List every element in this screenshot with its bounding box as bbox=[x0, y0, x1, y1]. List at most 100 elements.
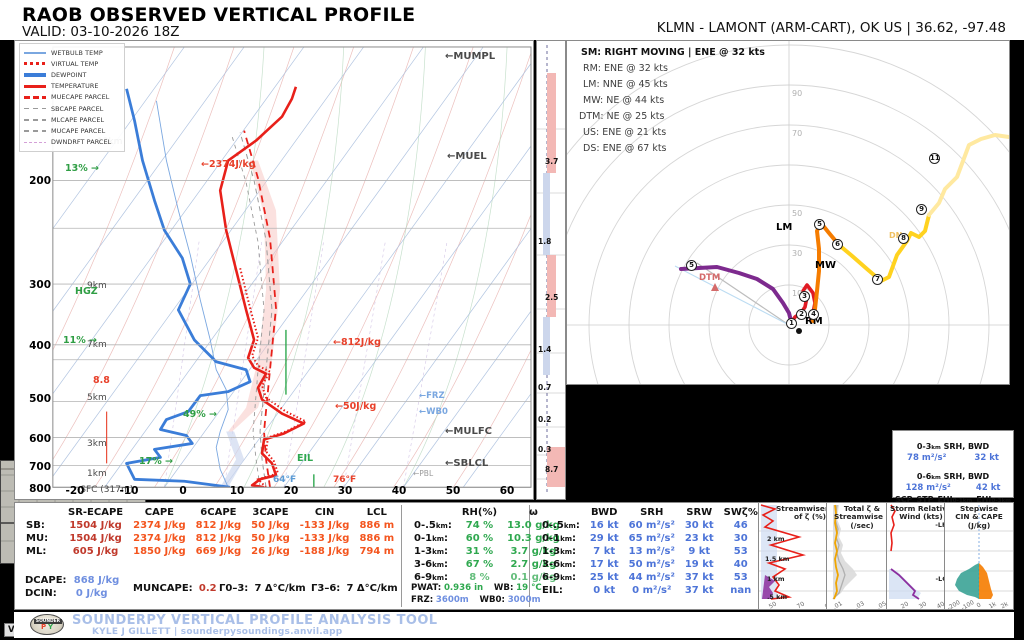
srh-0-6-value: 128 m²/s² bbox=[905, 483, 951, 493]
pressure-tick-500: 500 bbox=[29, 393, 51, 405]
height-label-sfc: -SFC (317m) bbox=[77, 485, 134, 495]
divider-2 bbox=[529, 505, 530, 607]
storm-motion-rm: RM: ENE @ 32 kts bbox=[583, 63, 668, 74]
level-label-pbl: ←PBL bbox=[413, 469, 434, 478]
th-cape: CAPE bbox=[144, 507, 174, 518]
hodo-label-rm: RM bbox=[805, 316, 823, 327]
frz-value: 3600m bbox=[435, 595, 469, 605]
mu-cape: 2374 J/kg bbox=[133, 533, 186, 544]
moist-w-4: 0.1 g/kg bbox=[510, 572, 557, 583]
kin-srh-eil: 0 m²/s² bbox=[632, 585, 672, 596]
lapse-0-3-row: Γ0–3: 7 Δ°C/km bbox=[219, 583, 306, 594]
moist-rh-3: 67 % bbox=[465, 559, 494, 570]
dcape-row: DCAPE: 868 J/kg bbox=[25, 575, 119, 586]
moist-row-label-1: 0-1km: bbox=[414, 533, 449, 544]
ehi-01-label: EHI0-1km bbox=[937, 495, 973, 504]
table-row: 6-9km: 8 % 0.1 g/kg bbox=[409, 571, 565, 584]
th-sr-ecape: SR-ECAPE bbox=[68, 507, 124, 518]
kin-row-label-eil: EIL: bbox=[542, 585, 563, 596]
stepwise-svg bbox=[945, 503, 1013, 609]
legend-row: DEWPOINT bbox=[23, 69, 121, 80]
hodo-point-6: 6 bbox=[832, 239, 843, 250]
legend-label: DWNDRFT PARCEL bbox=[51, 138, 112, 147]
moist-row-label-4: 6-9km: bbox=[414, 572, 449, 583]
hodo-point-3: 3 bbox=[799, 291, 810, 302]
kin-bwd-4: 25 kt bbox=[589, 572, 619, 583]
kin-srw-2: 9 kt bbox=[688, 546, 711, 557]
rh-label-49: 49% → bbox=[183, 409, 218, 420]
legend-row: TEMPERATURE bbox=[23, 81, 121, 92]
hodo-point-4: 4 bbox=[808, 309, 819, 320]
hodo-ring-90: 90 bbox=[792, 89, 803, 98]
kin-srw-eil: 37 kt bbox=[684, 585, 714, 596]
temp-tick-40: 40 bbox=[391, 485, 407, 497]
th-srh: SRH bbox=[640, 507, 664, 518]
storm-motion-lm: LM: NNE @ 45 kts bbox=[583, 79, 668, 90]
rh-label-11: 11% → bbox=[63, 335, 98, 346]
th-bwd: BWD bbox=[591, 507, 618, 518]
skewt-log-p-diagram[interactable]: WETBULB TEMP VIRTUAL TEMP DEWPOINT TEMPE… bbox=[14, 40, 534, 500]
lapse-0-3-value: 7 Δ°C/km bbox=[254, 583, 306, 594]
hlabel-1km: 1 km bbox=[767, 575, 785, 583]
kin-bwd-2: 7 kt bbox=[593, 546, 616, 557]
logo-letter-y: Y bbox=[48, 623, 54, 631]
ml-lcl: 794 m bbox=[359, 546, 395, 557]
muncape-row: MUNCAPE: 0.2 bbox=[133, 583, 217, 594]
hodo-point-11: 11 bbox=[929, 153, 940, 164]
mlcape-dash-swatch bbox=[23, 115, 47, 124]
lapse-0-3-label: Γ0–3: bbox=[219, 583, 249, 594]
temp-tick-10: 10 bbox=[229, 485, 245, 497]
page-title: RAOB OBSERVED VERTICAL PROFILE bbox=[22, 4, 416, 26]
sb-cin: -133 J/kg bbox=[299, 520, 350, 531]
th-cin: CIN bbox=[314, 507, 335, 518]
legend-row: MUECAPE PARCEL bbox=[23, 92, 121, 103]
moist-w-0: 13.0 g/kg bbox=[507, 520, 560, 531]
th-6cape: 6CAPE bbox=[200, 507, 237, 518]
hodo-ring-10: 10 bbox=[792, 289, 803, 298]
table-row: 0-1km: 60 % 10.3 g/kg bbox=[409, 532, 565, 545]
srh-values-0-3: 78 m²/s² 32 kt bbox=[893, 453, 1013, 463]
th-omega: ω bbox=[529, 507, 538, 518]
divider-1 bbox=[401, 505, 402, 607]
hodo-point-5-low: 5 bbox=[686, 260, 697, 271]
hodograph-panel[interactable]: SM: RIGHT MOVING | ENE @ 32 kts RM: ENE … bbox=[508, 40, 1024, 606]
table-row: 0-.5km: 74 % 13.0 g/kg bbox=[409, 519, 565, 532]
kin-bwd-eil: 0 kt bbox=[593, 585, 616, 596]
wb-value: 19 °C bbox=[516, 583, 542, 593]
moisture-table: RH(%) ω 0-.5km: 74 % 13.0 g/kg 0-1km: 60… bbox=[409, 506, 565, 584]
frz-label: FRZ: bbox=[411, 595, 434, 605]
hodo-point-7: 7 bbox=[872, 274, 883, 285]
stepwise-cin-cape-panel[interactable]: Stepwise CIN & CAPE (J/kg) -200 -100 0 1k … bbox=[944, 502, 1014, 612]
sb-3cape: 50 J/kg bbox=[251, 520, 290, 531]
height-label-7km: 7km bbox=[87, 340, 107, 350]
ml-cape: 1850 J/kg bbox=[133, 546, 186, 557]
pwat-value: 0.936 in bbox=[443, 583, 484, 593]
dewpoint-line-swatch bbox=[23, 70, 47, 79]
muncape-value: 0.2 bbox=[198, 583, 217, 594]
moist-w-2: 3.7 g/kg bbox=[510, 546, 557, 557]
kin-srh-1: 65 m²/s² bbox=[628, 533, 675, 544]
moist-rh-4: 8 % bbox=[469, 572, 490, 583]
hodo-label-dtm: DTM bbox=[699, 273, 721, 283]
kin-srh-0: 60 m²/s² bbox=[628, 520, 675, 531]
muecape-dash-swatch bbox=[23, 93, 47, 102]
mu-lcl: 886 m bbox=[359, 533, 395, 544]
legend-label: WETBULB TEMP bbox=[51, 48, 103, 57]
pressure-tick-700: 700 bbox=[29, 461, 51, 473]
lapse-value-6: 0.3 bbox=[538, 445, 552, 454]
legend-label: TEMPERATURE bbox=[51, 82, 99, 91]
kin-row-label-3: 3-6km: bbox=[542, 559, 577, 570]
dcin-row: DCIN: 0 J/kg bbox=[25, 588, 108, 599]
hodo-label-mw: MW bbox=[815, 260, 836, 271]
lapse-3-6-row: Γ3–6: 7 Δ°C/km bbox=[311, 583, 398, 594]
table-row: 1-3km: 31 % 3.7 g/kg bbox=[409, 545, 565, 558]
th-lcl: LCL bbox=[366, 507, 387, 518]
kin-row-label-2: 1-3km: bbox=[542, 546, 577, 557]
pressure-tick-200: 200 bbox=[29, 175, 51, 187]
th-blank bbox=[21, 506, 63, 519]
table-row: ML: 605 J/kg 1850 J/kg 669 J/kg 26 J/kg … bbox=[21, 545, 399, 558]
dcape-label: DCAPE: bbox=[25, 575, 67, 586]
moist-w-3: 2.7 g/kg bbox=[510, 559, 557, 570]
cape-annotation-mu: ←2374J/kg bbox=[201, 159, 256, 170]
